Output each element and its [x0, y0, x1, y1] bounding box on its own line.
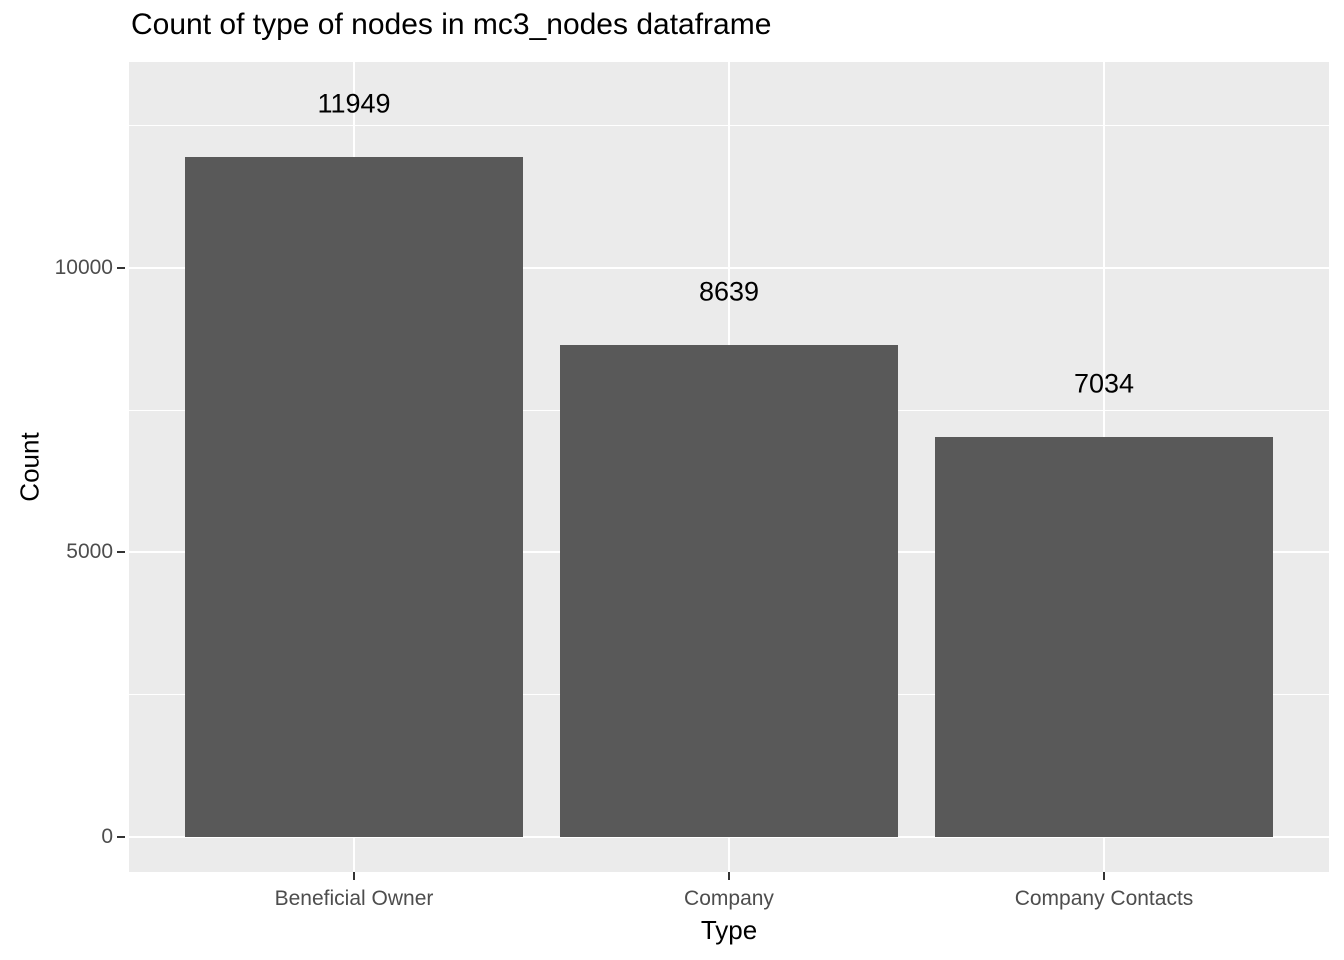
x-tick-label: Company: [684, 887, 774, 910]
x-tick-mark: [728, 872, 730, 880]
bar-value-label: 8639: [698, 276, 760, 307]
bar: [935, 436, 1273, 837]
x-tick-mark: [1103, 872, 1105, 880]
y-tick-mark: [117, 551, 125, 554]
y-axis-title: Count: [14, 432, 45, 502]
y-tick-mark: [117, 266, 125, 269]
bar: [185, 156, 523, 837]
x-axis-title: Type: [700, 915, 758, 945]
bar-value-label: 7034: [1073, 368, 1135, 399]
y-tick-label: 0: [101, 825, 113, 848]
x-tick-mark: [353, 872, 355, 880]
y-tick-label: 5000: [66, 540, 113, 564]
bar-value-label: 11949: [317, 88, 391, 119]
x-tick-label: Company Contacts: [1014, 887, 1194, 910]
bar: [560, 345, 898, 837]
x-tick-label: Beneficial Owner: [274, 887, 434, 910]
y-tick-label: 10000: [54, 255, 113, 279]
plot-panel: 11949 8639 7034: [129, 62, 1329, 872]
y-tick-mark: [117, 836, 125, 838]
chart-title: Count of type of nodes in mc3_nodes data…: [131, 8, 772, 41]
